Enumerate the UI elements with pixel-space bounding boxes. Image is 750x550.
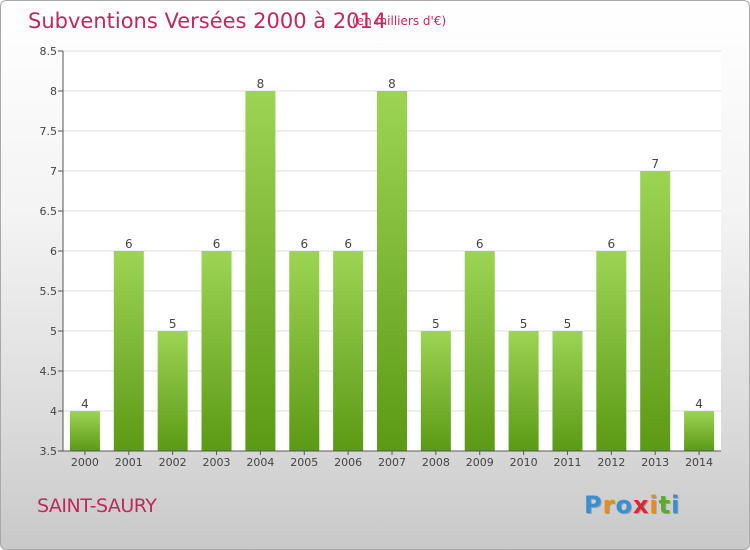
x-tick-label: 2001	[115, 456, 143, 469]
y-tick-label: 7	[50, 165, 57, 178]
bar-value-label: 6	[213, 237, 221, 251]
bar-value-label: 4	[695, 397, 703, 411]
bar-value-label: 6	[608, 237, 616, 251]
bar-value-label: 5	[564, 317, 572, 331]
logo-letter: x	[632, 491, 650, 519]
proxiti-logo: Proxiti	[584, 491, 680, 519]
bar-value-label: 5	[169, 317, 177, 331]
bar	[552, 331, 583, 451]
logo-letter: P	[584, 491, 603, 519]
y-tick-label: 8.5	[40, 45, 58, 58]
bar-value-label: 5	[432, 317, 440, 331]
x-tick-label: 2007	[378, 456, 406, 469]
bar-value-label: 5	[520, 317, 528, 331]
bar	[508, 331, 539, 451]
x-tick-label: 2004	[246, 456, 274, 469]
bar	[640, 171, 671, 451]
y-tick-label: 7.5	[40, 125, 58, 138]
x-tick-label: 2011	[553, 456, 581, 469]
chart-subtitle: (en milliers d'€)	[352, 14, 447, 28]
bar	[289, 251, 320, 451]
logo-letter: i	[671, 491, 681, 519]
y-tick-label: 5.5	[40, 285, 58, 298]
y-tick-label: 3.5	[40, 445, 58, 458]
bar	[201, 251, 232, 451]
bar-value-label: 6	[344, 237, 352, 251]
y-tick-label: 8	[50, 85, 57, 98]
y-tick-label: 6	[50, 245, 57, 258]
logo-letter: o	[615, 491, 633, 519]
bar-value-label: 4	[81, 397, 89, 411]
x-tick-label: 2003	[203, 456, 231, 469]
y-tick-label: 5	[50, 325, 57, 338]
bar	[420, 331, 451, 451]
x-tick-label: 2002	[159, 456, 187, 469]
bar	[245, 91, 276, 451]
y-tick-label: 6.5	[40, 205, 58, 218]
x-tick-label: 2012	[597, 456, 625, 469]
logo-letter: r	[602, 491, 616, 519]
bar	[333, 251, 364, 451]
commune-name: SAINT-SAURY	[37, 495, 157, 517]
y-tick-label: 4	[50, 405, 57, 418]
x-tick-label: 2013	[641, 456, 669, 469]
bar-value-label: 8	[257, 77, 265, 91]
x-tick-label: 2008	[422, 456, 450, 469]
bar	[596, 251, 627, 451]
x-tick-label: 2005	[290, 456, 318, 469]
bar	[157, 331, 188, 451]
bar-value-label: 8	[388, 77, 396, 91]
x-tick-label: 2006	[334, 456, 362, 469]
x-tick-label: 2010	[510, 456, 538, 469]
bar	[464, 251, 495, 451]
x-tick-label: 2000	[71, 456, 99, 469]
chart-title: Subventions Versées 2000 à 2014	[28, 9, 387, 33]
y-tick-label: 4.5	[40, 365, 58, 378]
bar	[69, 411, 100, 451]
bar	[684, 411, 715, 451]
bar-value-label: 6	[300, 237, 308, 251]
logo-letter: t	[658, 491, 672, 519]
x-tick-label: 2009	[466, 456, 494, 469]
bar-value-label: 6	[476, 237, 484, 251]
x-tick-label: 2014	[685, 456, 713, 469]
bar	[113, 251, 144, 451]
bar-value-label: 7	[651, 157, 659, 171]
logo-letter: i	[649, 491, 659, 519]
bar	[377, 91, 407, 451]
bar-value-label: 6	[125, 237, 133, 251]
